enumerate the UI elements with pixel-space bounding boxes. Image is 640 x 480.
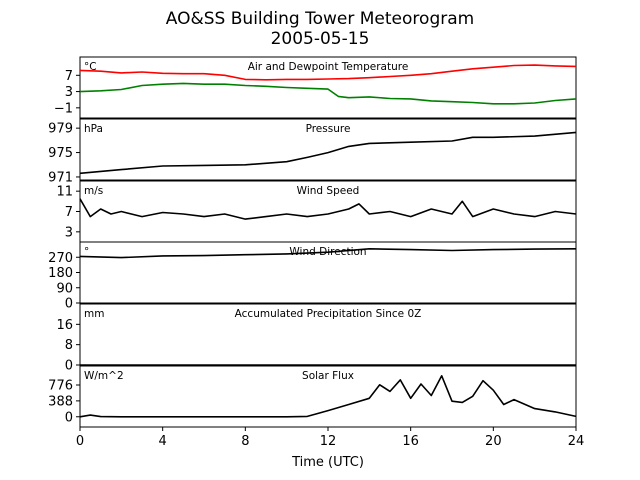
- panel-frame: [79, 118, 577, 181]
- panel-unit: °: [84, 246, 89, 258]
- panel-unit: hPa: [84, 123, 103, 135]
- x-axis-label: Time (UTC): [291, 455, 364, 470]
- panel-unit: W/m^2: [84, 370, 124, 382]
- panel-title: Pressure: [306, 123, 351, 135]
- panel-title: Accumulated Precipitation Since 0Z: [235, 308, 422, 320]
- panel-title: Wind Direction: [289, 246, 366, 258]
- panel-unit: mm: [84, 308, 104, 320]
- x-axis: 0 4 8 12 16 20 24: [76, 427, 584, 449]
- x-tick-label: 12: [320, 434, 337, 449]
- y-tick-label: −1: [54, 101, 73, 116]
- y-tick-label: 0: [65, 410, 73, 425]
- panel-title: Wind Speed: [297, 185, 360, 197]
- x-tick-label: 4: [159, 434, 167, 449]
- y-tick-label: 979: [48, 122, 73, 137]
- y-tick-label: 11: [56, 185, 73, 200]
- y-tick-label: 8: [65, 338, 73, 353]
- panel-unit: m/s: [84, 185, 103, 197]
- panels: 73−1°C Air and Dewpoint Temperature979975…: [48, 56, 577, 428]
- panel-title: Air and Dewpoint Temperature: [248, 61, 409, 73]
- y-tick-label: 975: [48, 146, 73, 161]
- y-tick-label: 3: [65, 225, 73, 240]
- y-tick-label: 388: [48, 394, 73, 409]
- chart-title: AO&SS Building Tower Meteorogram: [166, 9, 474, 29]
- y-tick-label: 16: [56, 318, 73, 333]
- y-tick-label: 776: [48, 378, 73, 393]
- y-tick-label: 0: [65, 359, 73, 374]
- x-tick-label: 0: [76, 434, 84, 449]
- panel-pres: 979 975 971 hPa Pressure: [48, 118, 577, 185]
- y-tick-label: 971: [48, 170, 73, 185]
- panel-wspd: 11 7 3 m/s Wind Speed: [56, 180, 577, 243]
- y-tick-label: 270: [48, 251, 73, 266]
- panel-temp: 73−1 °C Air and Dewpoint Temperature: [54, 56, 577, 119]
- y-tick-label: 180: [48, 266, 73, 281]
- panel-title: Solar Flux: [302, 370, 354, 382]
- series-line-wspd-0: [79, 198, 577, 220]
- series-line-temp-1: [79, 82, 577, 105]
- panel-unit: °C: [84, 61, 97, 73]
- y-tick-label: 7: [65, 205, 73, 220]
- series-line-pres-0: [79, 131, 577, 175]
- y-tick-label: 90: [56, 281, 73, 296]
- x-tick-label: 16: [402, 434, 419, 449]
- y-tick-label: 7: [65, 69, 73, 84]
- x-tick-label: 24: [568, 434, 585, 449]
- series-line-wdir-0: [79, 248, 577, 259]
- panel-frame: [79, 56, 577, 119]
- y-tick-label: 3: [65, 85, 73, 100]
- chart-date: 2005-05-15: [271, 29, 370, 49]
- panel-prcp: 16 8 0 mm Accumulated Precipitation Since 0Z: [56, 303, 577, 374]
- series-line-temp-0: [79, 64, 577, 81]
- x-tick-label: 8: [241, 434, 249, 449]
- series-line-srad-0: [79, 374, 577, 418]
- y-tick-label: 0: [65, 297, 73, 312]
- x-tick-label: 20: [485, 434, 502, 449]
